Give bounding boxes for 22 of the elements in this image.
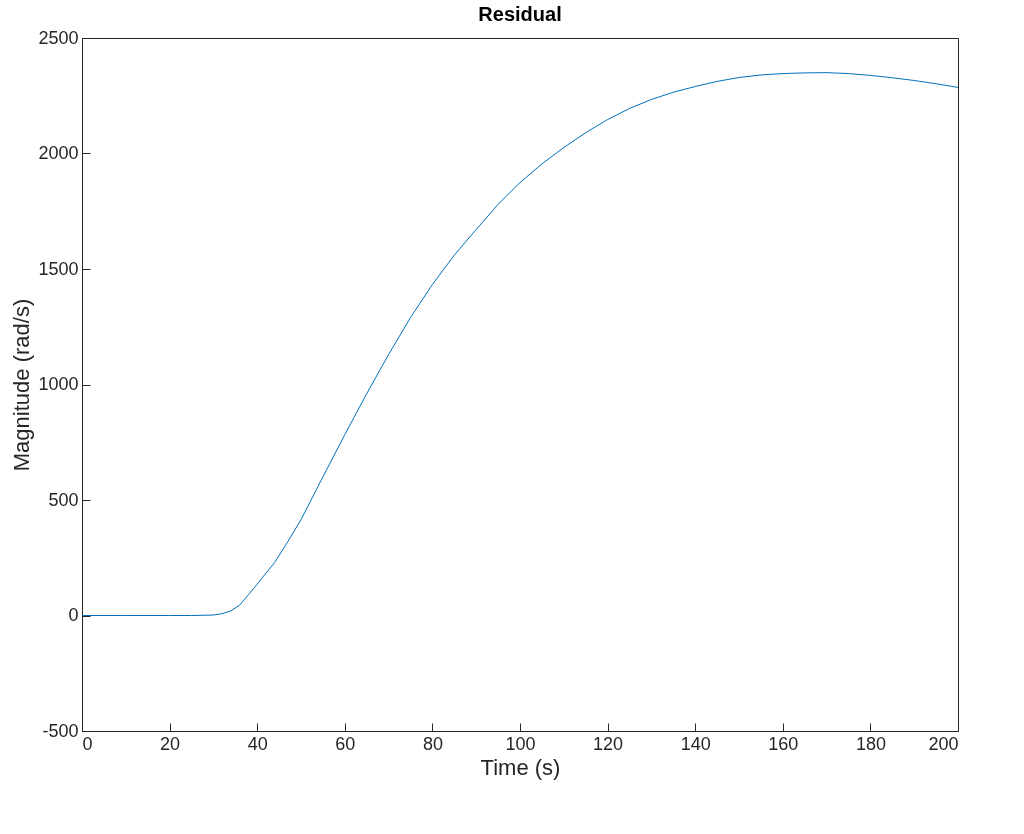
x-tick-label: 160 [768,733,799,754]
x-tick-label: 80 [422,733,443,754]
x-tick-label: 140 [680,733,711,754]
x-tick-label: 120 [593,733,624,754]
y-tick-label: 1500 [38,258,79,279]
y-tick-label: -500 [42,720,79,741]
y-tick-label: 2500 [38,27,79,48]
chart-title: Residual [478,3,562,25]
y-tick-label: 500 [48,489,79,510]
x-tick-label: 200 [928,733,959,754]
x-tick-label: 20 [160,733,181,754]
x-tick-label: 180 [855,733,886,754]
y-tick-label: 0 [68,605,79,625]
line-series [82,72,958,616]
y-axis-title: Magnitude (rad/s) [9,298,35,472]
x-tick-label: 40 [247,733,268,754]
x-tick-label: 60 [335,733,356,754]
y-tick-label: 2000 [38,143,79,163]
y-tick-label: 1000 [38,374,79,394]
x-axis-title: Time (s) [480,754,561,780]
x-tick-label: 100 [505,733,536,754]
x-tick-label: 0 [82,733,93,754]
